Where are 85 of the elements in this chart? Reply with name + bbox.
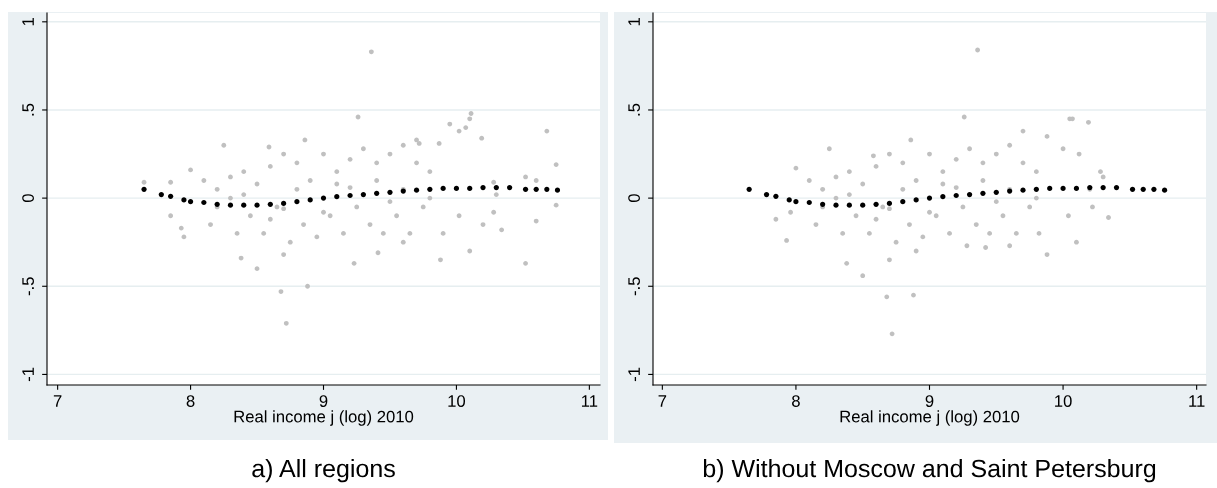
x-tick-label: 9 [925, 395, 934, 407]
point [440, 185, 446, 192]
x-tick-label: 7 [53, 395, 62, 407]
point [267, 201, 273, 207]
point [1100, 184, 1106, 191]
point [886, 200, 893, 207]
point [480, 184, 486, 191]
y-tick-label: -.5 [628, 277, 640, 296]
x-axis-title: Real income j (log) 2010 [234, 410, 414, 426]
point [141, 186, 147, 192]
y-tick-label: 1 [628, 17, 640, 26]
y-tick-label: .5 [628, 103, 640, 116]
point [940, 194, 946, 200]
x-tick-label: 7 [658, 395, 667, 407]
point [467, 185, 473, 192]
point [307, 197, 313, 203]
point [453, 185, 460, 192]
point [1129, 186, 1136, 192]
point [347, 192, 353, 199]
point [1073, 185, 1080, 192]
point [554, 187, 561, 193]
point [806, 199, 812, 206]
y-tick-label: 0 [628, 194, 640, 203]
x-tick-label: 11 [581, 395, 598, 407]
point [360, 191, 366, 198]
point [294, 199, 300, 205]
point [254, 202, 260, 208]
point [201, 199, 207, 206]
point [168, 193, 174, 199]
point [913, 197, 919, 203]
point [227, 202, 234, 208]
point [793, 199, 799, 205]
point [1047, 185, 1053, 192]
point [833, 202, 839, 208]
point [493, 184, 499, 191]
point [320, 195, 327, 201]
point [1020, 187, 1026, 193]
point [746, 186, 752, 192]
text: b) Without Moscow and Saint Petersburg [703, 458, 1156, 483]
x-axis-title: Real income j (log) 2010 [840, 410, 1020, 426]
point [900, 199, 906, 205]
point [846, 202, 852, 208]
point [1113, 184, 1120, 191]
point [860, 202, 866, 208]
point [763, 191, 770, 198]
x-tick-label: 10 [448, 395, 466, 407]
y-tick-label: 0 [22, 194, 34, 203]
point [1060, 185, 1066, 192]
x-tick-label: 9 [319, 395, 328, 407]
point [1161, 187, 1168, 193]
point [387, 189, 393, 195]
x-tick-label: 8 [186, 395, 195, 407]
point [427, 186, 433, 192]
point [334, 194, 340, 200]
x-tick-label: 10 [1055, 395, 1072, 407]
point [966, 191, 973, 198]
point [786, 197, 792, 203]
point [1033, 186, 1039, 192]
point [181, 197, 187, 203]
point [926, 195, 933, 201]
point [873, 201, 879, 207]
point [1140, 186, 1146, 192]
point [187, 199, 194, 205]
y-tick-label: 1 [22, 17, 34, 26]
point [241, 202, 247, 208]
point [993, 189, 999, 195]
point [374, 190, 380, 196]
y-tick-label: -.5 [22, 277, 34, 296]
text: a) All regions [252, 458, 395, 483]
point [507, 184, 513, 191]
point [1151, 186, 1157, 192]
point [544, 186, 550, 192]
point [953, 192, 959, 199]
y-tick-label: -1 [22, 367, 34, 382]
point [413, 187, 420, 193]
point [773, 193, 779, 199]
y-tick-label: -1 [628, 367, 640, 382]
point [281, 200, 287, 207]
x-tick-label: 11 [1189, 395, 1205, 407]
y-tick-label: .5 [22, 103, 34, 116]
x-tick-label: 8 [792, 395, 800, 407]
point [522, 186, 529, 192]
point [533, 186, 539, 192]
point [980, 190, 986, 196]
point [158, 191, 164, 198]
